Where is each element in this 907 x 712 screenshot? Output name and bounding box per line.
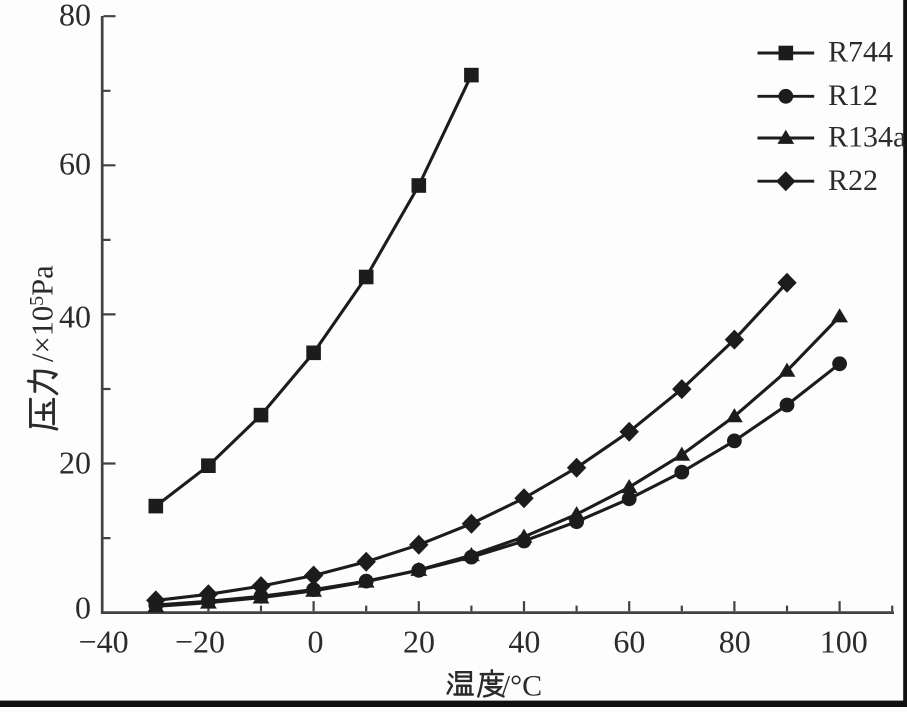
svg-text:0: 0 <box>308 623 324 659</box>
svg-text:60: 60 <box>59 146 91 182</box>
svg-text:/×105Pa: /×105Pa <box>26 265 60 362</box>
svg-text:−40: −40 <box>79 623 129 659</box>
svg-text:R744: R744 <box>828 36 893 69</box>
svg-text:−20: −20 <box>175 623 225 659</box>
svg-text:0: 0 <box>75 589 91 625</box>
svg-text:R22: R22 <box>828 164 878 197</box>
svg-text:20: 20 <box>59 444 91 480</box>
svg-text:80: 80 <box>59 0 91 33</box>
svg-text:20: 20 <box>403 623 435 659</box>
svg-text:R134a: R134a <box>828 121 906 154</box>
svg-text:40: 40 <box>59 299 91 335</box>
svg-text:80: 80 <box>719 623 751 659</box>
svg-text:R12: R12 <box>828 79 878 112</box>
svg-text:100: 100 <box>820 623 868 659</box>
svg-text:60: 60 <box>613 623 645 659</box>
svg-text:/°C: /°C <box>502 669 542 702</box>
svg-text:40: 40 <box>508 623 540 659</box>
